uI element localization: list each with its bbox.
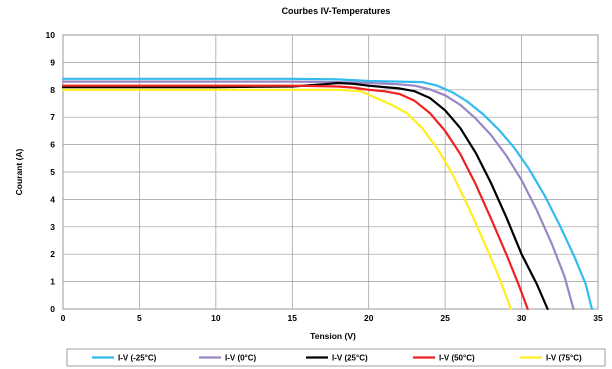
y-tick-label-6: 6 (50, 140, 55, 150)
y-tick-label-3: 3 (50, 222, 55, 232)
grid (62, 34, 599, 310)
legend-label-3: I-V (50°C) (439, 354, 475, 363)
series-line-0 (61, 77, 594, 311)
legend-label-0: I-V (-25°C) (118, 354, 157, 363)
y-tick-label-0: 0 (50, 304, 55, 314)
x-tick-label-4: 20 (364, 313, 374, 323)
chart-title: Courbes IV-Temperatures (282, 6, 391, 16)
series-line-3 (61, 84, 529, 311)
x-tick-label-3: 15 (288, 313, 298, 323)
y-tick-label-2: 2 (50, 249, 55, 259)
legend: I-V (-25°C) I-V (0°C) I-V (25°C) I-V (50°C)… (92, 354, 582, 363)
y-tick-label-10: 10 (46, 30, 56, 40)
y-tick-label-4: 4 (50, 194, 55, 204)
x-tick-label-7: 35 (593, 313, 603, 323)
y-tick-label-9: 9 (50, 57, 55, 67)
x-tick-label-5: 25 (440, 313, 450, 323)
legend-box (66, 348, 606, 367)
x-tick-label-6: 30 (517, 313, 527, 323)
y-tick-label-5: 5 (50, 167, 55, 177)
series-line-1 (61, 80, 575, 311)
legend-label-4: I-V (75°C) (546, 354, 582, 363)
x-tick-label-0: 0 (61, 313, 66, 323)
series-lines (61, 77, 594, 311)
y-tick-label-8: 8 (50, 85, 55, 95)
tick-labels: 0 5 10 15 20 25 30 35 0 1 2 3 4 5 6 7 8 9 10 (46, 30, 603, 323)
x-tick-label-1: 5 (137, 313, 142, 323)
y-tick-label-1: 1 (50, 277, 55, 287)
x-axis-label: Tension (V) (310, 331, 356, 341)
legend-label-2: I-V (25°C) (332, 354, 368, 363)
series-line-4 (61, 88, 512, 311)
y-axis-label: Courant (A) (14, 148, 24, 195)
x-tick-label-2: 10 (211, 313, 221, 323)
legend-label-1: I-V (0°C) (225, 354, 257, 363)
y-tick-label-7: 7 (50, 112, 55, 122)
